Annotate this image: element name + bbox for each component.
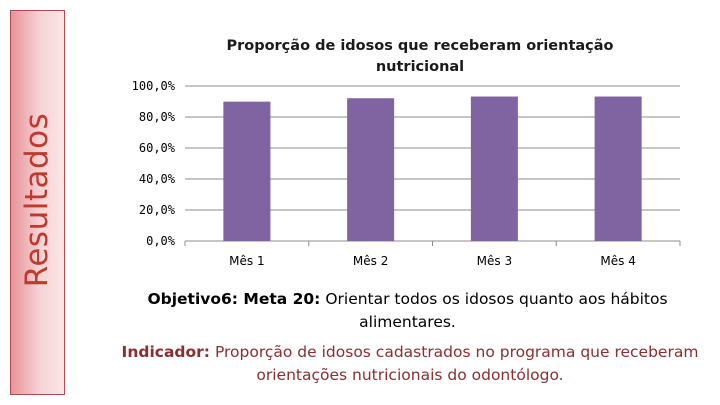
x-tick-label: Mês 2 (353, 254, 388, 268)
side-banner (10, 10, 65, 395)
objective-caption: Objetivo6: Meta 20: Orientar todos os id… (135, 288, 680, 334)
bar-3 (470, 96, 518, 241)
y-tick-label: 80,0% (139, 110, 176, 124)
bar-2 (347, 98, 395, 242)
indicator-text: Proporção de idosos cadastrados no progr… (214, 343, 699, 384)
objective-text: Orientar todos os idosos quanto aos hábi… (325, 290, 668, 331)
x-tick-label: Mês 3 (477, 254, 512, 268)
y-tick-label: 40,0% (139, 172, 176, 186)
indicator-label: Indicador: (121, 343, 210, 361)
bar-1 (223, 101, 271, 241)
x-tick-label: Mês 4 (600, 254, 635, 268)
x-tick-label: Mês 1 (229, 254, 264, 268)
y-tick-label: 100,0% (132, 79, 176, 93)
indicator-caption: Indicador: Proporção de idosos cadastrad… (100, 341, 720, 387)
chart-title: Proporção de idosos que receberam orient… (226, 38, 614, 75)
objective-label: Objetivo6: Meta 20: (147, 290, 321, 308)
y-tick-label: 60,0% (139, 141, 176, 155)
bar-4 (594, 96, 642, 241)
y-tick-label: 20,0% (139, 203, 176, 217)
y-tick-label: 0,0% (146, 234, 176, 248)
